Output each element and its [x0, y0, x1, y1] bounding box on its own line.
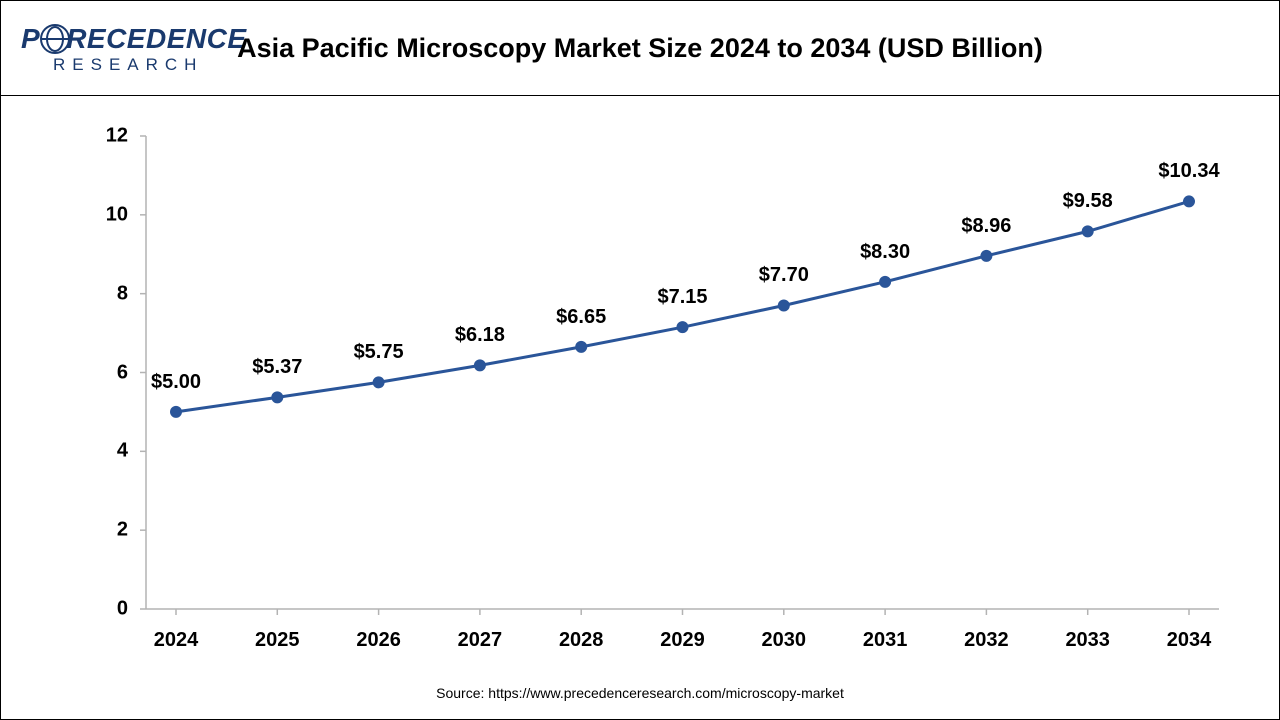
precedence-logo: P RECEDENCE RESEARCH: [21, 24, 247, 73]
data-point-label: $5.00: [151, 371, 201, 394]
data-point-label: $9.58: [1063, 190, 1113, 213]
chart-area: 0 2 4 6 8 10 12 2024 2025 2026 2027 2028 2029 2030 20…: [1, 96, 1279, 719]
globe-icon: [40, 24, 70, 54]
data-marker: [678, 322, 688, 332]
x-tick-label: 2032: [964, 629, 1009, 652]
data-marker: [171, 407, 181, 417]
y-tick-label: 4: [117, 440, 128, 463]
line-chart-svg: [146, 136, 1219, 609]
x-tick-label: 2030: [762, 629, 807, 652]
logo-letter-p: P: [21, 25, 40, 53]
y-tick-label: 10: [106, 203, 128, 226]
data-marker: [779, 300, 789, 310]
y-tick-label: 12: [106, 125, 128, 148]
plot-region: 024681012 202420252026202720282029203020…: [146, 136, 1219, 609]
data-point-label: $7.70: [759, 264, 809, 287]
data-point-label: $6.18: [455, 324, 505, 347]
y-tick-label: 2: [117, 519, 128, 542]
data-marker: [1184, 196, 1194, 206]
logo-text-recedence: RECEDENCE: [66, 25, 246, 53]
data-marker: [576, 342, 586, 352]
header-bar: P RECEDENCE RESEARCH Asia Pacific Micros…: [1, 1, 1279, 96]
y-tick-label: 0: [117, 598, 128, 621]
data-marker: [475, 360, 485, 370]
x-tick-label: 2024: [154, 629, 199, 652]
data-marker: [374, 377, 384, 387]
logo-text-bottom: RESEARCH: [53, 56, 203, 73]
x-tick-label: 2034: [1167, 629, 1212, 652]
x-tick-label: 2026: [356, 629, 401, 652]
chart-title: Asia Pacific Microscopy Market Size 2024…: [237, 33, 1043, 64]
data-marker: [1083, 226, 1093, 236]
data-point-label: $7.15: [657, 286, 707, 309]
y-tick-label: 8: [117, 282, 128, 305]
data-marker: [880, 277, 890, 287]
source-caption: Source: https://www.precedenceresearch.c…: [436, 685, 844, 701]
data-marker: [981, 251, 991, 261]
y-tick-label: 6: [117, 361, 128, 384]
x-tick-label: 2029: [660, 629, 705, 652]
x-tick-label: 2033: [1065, 629, 1110, 652]
data-point-label: $10.34: [1158, 160, 1219, 183]
data-point-label: $8.96: [961, 215, 1011, 238]
x-tick-label: 2031: [863, 629, 908, 652]
data-point-label: $5.75: [354, 341, 404, 364]
data-point-label: $8.30: [860, 241, 910, 264]
data-point-label: $6.65: [556, 306, 606, 329]
x-tick-label: 2028: [559, 629, 604, 652]
data-marker: [272, 392, 282, 402]
logo-text-top: P RECEDENCE: [21, 24, 247, 54]
chart-container: P RECEDENCE RESEARCH Asia Pacific Micros…: [0, 0, 1280, 720]
x-tick-label: 2027: [458, 629, 503, 652]
x-tick-label: 2025: [255, 629, 300, 652]
data-point-label: $5.37: [252, 356, 302, 379]
